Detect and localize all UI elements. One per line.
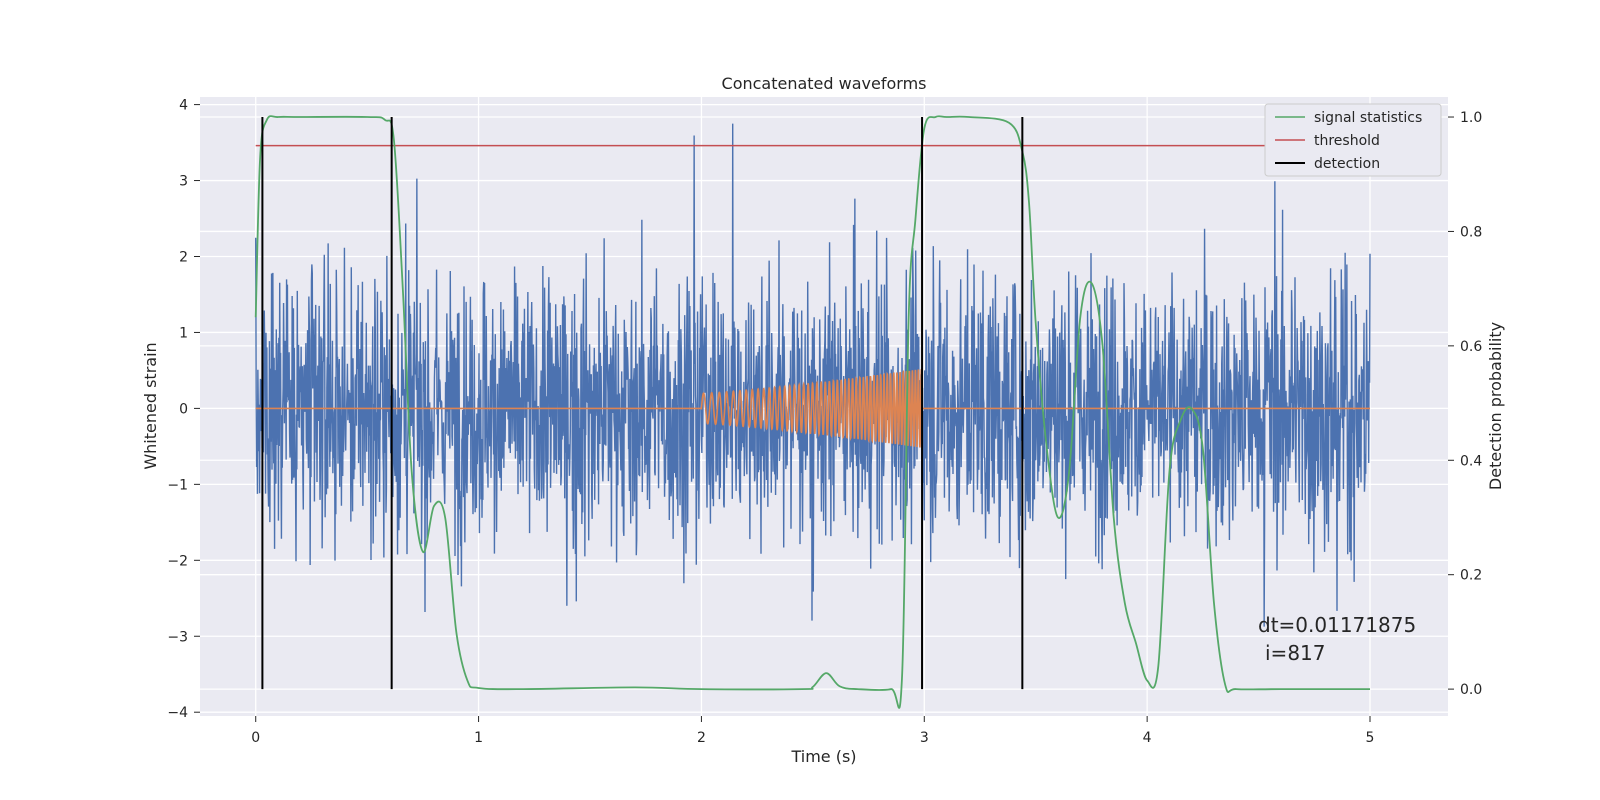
y2-tick-label: 0.6 bbox=[1460, 339, 1482, 355]
y-tick-label: 4 bbox=[179, 98, 188, 114]
y2-tick-label: 0.0 bbox=[1460, 682, 1482, 698]
series-strain-noise bbox=[255, 123, 1371, 627]
annotation-dt: dt=0.01171875 bbox=[1258, 613, 1416, 637]
y2-tick-label: 0.8 bbox=[1460, 224, 1482, 240]
annotation-i: i=817 bbox=[1265, 641, 1326, 665]
y-tick-label: 3 bbox=[179, 174, 188, 190]
x-axis: 0 1 2 3 4 5 bbox=[251, 716, 1374, 746]
y2-axis-label: Detection probability bbox=[1486, 322, 1505, 490]
series-layer bbox=[254, 115, 1393, 709]
y-tick-label: 1 bbox=[179, 325, 188, 341]
y-tick-label: 2 bbox=[179, 249, 188, 265]
annotation: dt=0.01171875 i=817 bbox=[1258, 613, 1416, 665]
legend: signal statistics threshold detection bbox=[1264, 103, 1442, 177]
x-tick-label: 2 bbox=[697, 730, 706, 746]
legend-label-threshold: threshold bbox=[1314, 133, 1380, 149]
series-signal-statistics bbox=[254, 115, 1370, 709]
y2-tick-label: 1.0 bbox=[1460, 110, 1482, 126]
x-tick-label: 5 bbox=[1366, 730, 1375, 746]
y-tick-label: 0 bbox=[179, 401, 188, 417]
y-tick-label: −3 bbox=[167, 629, 188, 645]
y-tick-label: −4 bbox=[167, 705, 188, 721]
y-axis-right: 0.0 0.2 0.4 0.6 0.8 1.0 bbox=[1448, 110, 1482, 698]
legend-box bbox=[1264, 103, 1442, 177]
legend-label-signal-statistics: signal statistics bbox=[1314, 110, 1422, 126]
x-tick-label: 0 bbox=[251, 730, 260, 746]
y2-tick-label: 0.4 bbox=[1460, 453, 1482, 469]
y-axis-label: Whitened strain bbox=[141, 342, 160, 469]
legend-label-detection: detection bbox=[1314, 156, 1380, 172]
y-tick-label: −1 bbox=[167, 477, 188, 493]
x-tick-label: 3 bbox=[920, 730, 929, 746]
y-tick-label: −2 bbox=[167, 553, 188, 569]
x-axis-label: Time (s) bbox=[790, 747, 856, 766]
x-tick-label: 4 bbox=[1143, 730, 1152, 746]
series-chirp bbox=[255, 367, 1370, 448]
y-axis-left: −4 −3 −2 −1 0 1 2 3 4 bbox=[167, 98, 200, 721]
chart-title: Concatenated waveforms bbox=[722, 74, 927, 93]
x-tick-label: 1 bbox=[474, 730, 483, 746]
y2-tick-label: 0.2 bbox=[1460, 568, 1482, 584]
